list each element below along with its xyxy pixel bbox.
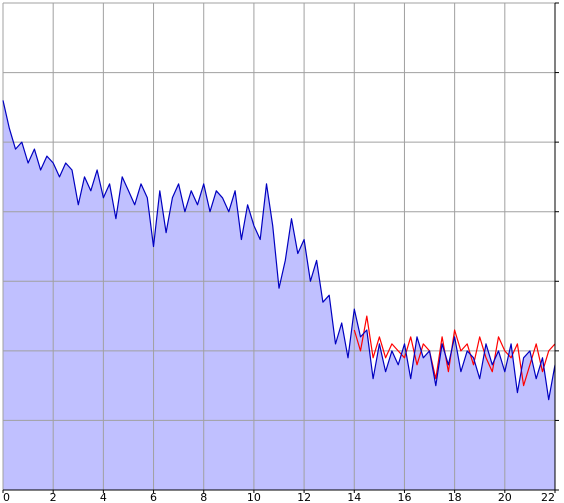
x-tick-label: 14 [347,491,361,503]
x-tick-label: 16 [397,491,411,503]
series-line [2,100,556,401]
x-tick-label: 0 [3,491,10,503]
x-tick-label: 2 [50,491,57,503]
x-tick-label: 6 [150,491,157,503]
x-tick-label: 20 [498,491,512,503]
x-tick-label: 12 [297,491,311,503]
x-tick-label: 10 [247,491,261,503]
x-tick-label: 8 [200,491,207,503]
area-fill [3,100,555,491]
x-tick-label: 4 [100,491,107,503]
x-tick-label: 22 [541,491,555,503]
x-tick-label: 18 [448,491,462,503]
